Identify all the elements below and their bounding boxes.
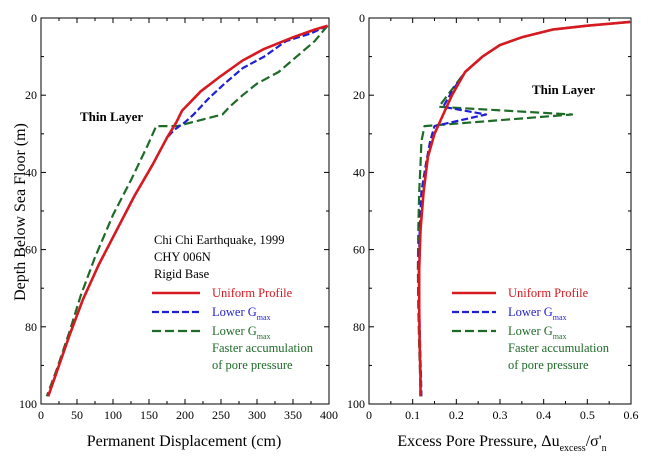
legend-label: Uniform Profile bbox=[212, 286, 293, 300]
x-tick-label: 200 bbox=[176, 408, 194, 422]
y-tick-label: 20 bbox=[25, 88, 37, 102]
right-x-axis-label-sub: excess bbox=[560, 443, 586, 454]
legend-label: Lower Gmax bbox=[212, 305, 271, 322]
x-tick-label: 0.5 bbox=[580, 408, 595, 422]
x-tick-label: 0 bbox=[38, 408, 44, 422]
x-tick-label: 0 bbox=[366, 408, 372, 422]
right-x-axis-label-main: Excess Pore Pressure, Δu bbox=[397, 433, 559, 450]
right-panel-depth-vs-pore-pressure: 0 0.1 0.2 0.3 0.4 0.5 0.6 0 20 40 60 80 100 Thin Laye… bbox=[347, 11, 639, 422]
y-tick-label: 60 bbox=[353, 243, 365, 257]
right-x-axis-label-sub2: n bbox=[602, 443, 607, 454]
x-tick-label: 0.2 bbox=[449, 408, 464, 422]
thin-layer-annotation: Thin Layer bbox=[532, 82, 595, 97]
legend-label: Uniform Profile bbox=[508, 286, 589, 300]
x-tick-label: 50 bbox=[71, 408, 83, 422]
left-y-axis-label: Depth Below Sea Floor (m) bbox=[12, 123, 29, 301]
x-tick-label: 400 bbox=[320, 408, 338, 422]
legend-label: Lower Gmax bbox=[212, 324, 271, 341]
right-x-axis-label: Excess Pore Pressure, Δuexcess/σ'n bbox=[397, 433, 606, 454]
legend-label: Lower Gmax bbox=[508, 324, 567, 341]
y-tick-label: 0 bbox=[359, 11, 365, 25]
y-tick-label: 80 bbox=[353, 320, 365, 334]
earthquake-info-line: Chi Chi Earthquake, 1999 bbox=[154, 233, 285, 247]
x-tick-label: 350 bbox=[284, 408, 302, 422]
x-tick-label: 100 bbox=[104, 408, 122, 422]
x-tick-label: 0.3 bbox=[493, 408, 508, 422]
left-panel-depth-vs-displacement: 0 50 100 150 200 250 300 350 400 0 20 40 60 80 100 Thin… bbox=[19, 11, 338, 422]
y-tick-label: 20 bbox=[353, 88, 365, 102]
legend-label-extra: of pore pressure bbox=[508, 358, 589, 372]
x-tick-label: 300 bbox=[248, 408, 266, 422]
series-line-uniform-profile bbox=[46, 24, 328, 397]
y-tick-label: 40 bbox=[25, 165, 37, 179]
y-tick-label: 100 bbox=[19, 397, 37, 411]
earthquake-info-line: CHY 006N bbox=[154, 250, 211, 264]
earthquake-info-line: Rigid Base bbox=[154, 267, 210, 281]
y-tick-label: 100 bbox=[347, 397, 365, 411]
right-x-axis-label-rest: /σ' bbox=[586, 433, 602, 450]
y-tick-label: 80 bbox=[25, 320, 37, 334]
series-line-uniform-profile bbox=[417, 20, 631, 397]
legend-label: Lower Gmax bbox=[508, 305, 567, 322]
y-tick-label: 60 bbox=[25, 243, 37, 257]
x-tick-label: 0.6 bbox=[624, 408, 639, 422]
y-tick-label: 0 bbox=[31, 11, 37, 25]
thin-layer-annotation: Thin Layer bbox=[80, 109, 143, 124]
x-tick-label: 150 bbox=[140, 408, 158, 422]
legend-label-extra: of pore pressure bbox=[212, 358, 293, 372]
legend-label-extra: Faster accumulation bbox=[508, 341, 610, 355]
x-tick-label: 0.1 bbox=[405, 408, 420, 422]
x-tick-label: 0.4 bbox=[536, 408, 551, 422]
left-x-axis-label: Permanent Displacement (cm) bbox=[87, 433, 282, 450]
y-tick-label: 40 bbox=[353, 165, 365, 179]
legend-label-extra: Faster accumulation bbox=[212, 341, 314, 355]
x-tick-label: 250 bbox=[212, 408, 230, 422]
